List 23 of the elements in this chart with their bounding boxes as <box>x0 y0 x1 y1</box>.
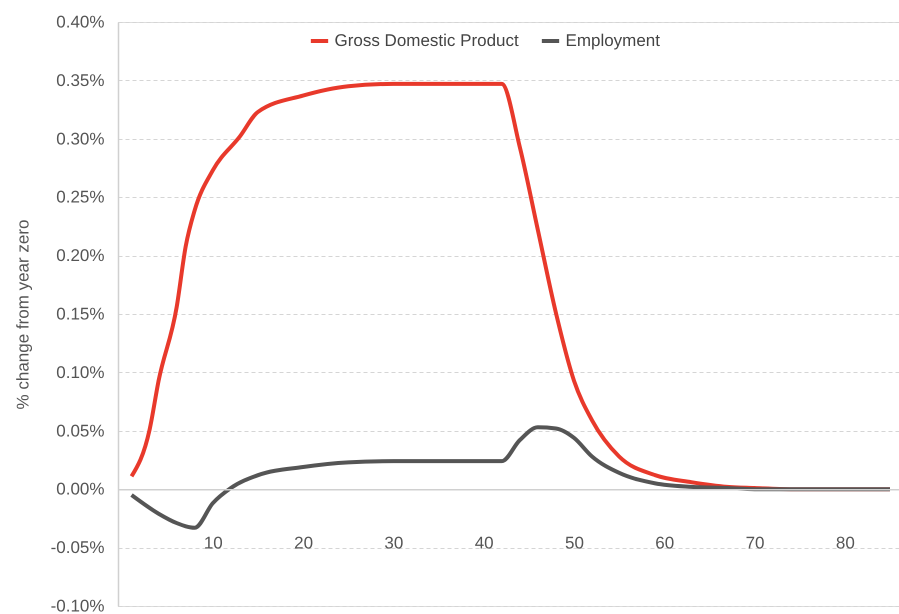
y-tick-label: 0.35% <box>56 70 104 90</box>
y-tick-label: -0.05% <box>50 538 104 558</box>
x-tick-label: 50 <box>565 534 584 553</box>
x-tick-label: 20 <box>294 534 314 553</box>
y-tick-label: 0.10% <box>56 362 104 382</box>
y-axis-title: % change from year zero <box>14 220 33 410</box>
legend-label: Employment <box>566 31 660 50</box>
x-tick-label: 30 <box>384 534 404 553</box>
y-tick-label: 0.15% <box>56 304 104 324</box>
y-tick-label: 0.40% <box>56 12 104 32</box>
y-tick-label: 0.30% <box>56 129 104 148</box>
legend-label: Gross Domestic Product <box>334 31 519 50</box>
y-tick-label: 0.00% <box>56 480 104 499</box>
y-tick-label: 0.20% <box>56 246 104 266</box>
x-tick-label: 80 <box>836 534 855 553</box>
y-tick-label: 0.05% <box>56 421 104 440</box>
line-series <box>130 425 892 530</box>
x-tick-label: 40 <box>474 534 494 553</box>
y-tick-label: -0.10% <box>50 596 104 614</box>
x-tick-label: 60 <box>655 534 674 553</box>
y-tick-label: 0.25% <box>56 188 104 207</box>
x-tick-label: 10 <box>204 534 223 553</box>
x-tick-label: 70 <box>746 534 764 553</box>
